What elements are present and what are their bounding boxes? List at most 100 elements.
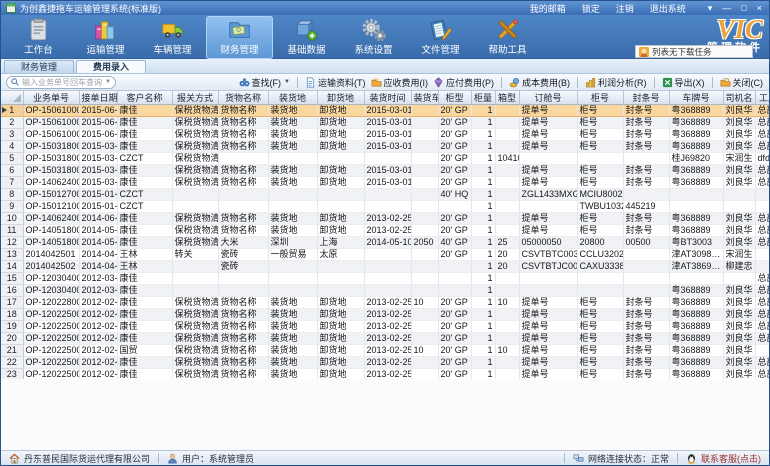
table-cell[interactable]: 2014-04-25 [79,260,118,273]
customize-button[interactable]: ▾ [707,3,713,13]
table-cell[interactable] [438,284,472,297]
table-cell[interactable] [755,344,769,357]
table-cell[interactable]: 康佳 [117,284,173,297]
table-cell[interactable] [755,260,769,273]
table-cell[interactable]: 1 [471,140,496,153]
table-cell[interactable] [268,284,318,297]
table-cell[interactable] [172,284,219,297]
table-cell[interactable]: 20' GP [438,368,472,379]
table-cell[interactable]: 提单号 [519,140,578,153]
table-cell[interactable]: 货物名称 [218,320,269,333]
table-cell[interactable]: 提单号 [519,164,578,177]
table-cell[interactable] [411,320,439,333]
titlebar-menu-4[interactable]: 退出系统 [649,3,686,14]
table-row[interactable]: 22OP-12022500022012-02-25康佳保税货物清关货物名称装货地… [1,356,769,369]
table-cell[interactable]: 卸货地 [317,368,365,379]
table-cell[interactable] [364,200,412,213]
column-header-车牌号[interactable]: 车牌号 [669,91,724,105]
table-cell[interactable]: 刘良华 [723,212,756,225]
table-cell[interactable] [411,260,439,273]
table-cell[interactable]: 大米 [218,236,269,249]
tab-费用录入[interactable]: 费用录入 [76,60,147,73]
column-header-装货车次[interactable]: 装货车次 [411,91,439,105]
table-cell[interactable] [218,152,269,165]
payable-fee-button[interactable]: 应付费用(P) [432,76,495,89]
table-cell[interactable]: 康佳 [117,140,173,153]
table-cell[interactable]: 柜号 [577,164,624,177]
table-cell[interactable]: 20' GP [438,164,472,177]
table-cell[interactable]: 20' GP [438,152,472,165]
table-cell[interactable]: 2012-02-28 [79,296,118,309]
table-cell[interactable]: 康佳 [117,320,173,333]
table-cell[interactable]: 1 [471,236,496,249]
table-cell[interactable]: 上海 [317,236,365,249]
row-number[interactable]: 18 [1,308,24,321]
table-cell[interactable]: 粤368889 [669,296,724,309]
table-cell[interactable] [317,272,365,285]
table-cell[interactable]: 总部 [755,104,769,117]
table-cell[interactable]: 2015-06-10 [79,104,118,117]
table-cell[interactable] [577,272,624,285]
table-cell[interactable]: 总部 [755,212,769,225]
table-cell[interactable]: 卸货地 [317,332,365,345]
table-cell[interactable]: 20' GP [438,128,472,141]
table-cell[interactable] [411,224,439,237]
table-row[interactable]: 17OP-12022800012012-02-28康佳保税货物清关货物名称装货地… [1,296,769,309]
table-cell[interactable] [411,116,439,129]
table-cell[interactable]: CSVTBTC003 [519,248,578,261]
table-cell[interactable] [411,248,439,261]
table-row[interactable]: 8OP-15012700012015-01-27CZCT 40' HQ1 ZGL14… [1,188,769,201]
table-cell[interactable]: 货物名称 [218,368,269,379]
table-cell[interactable] [495,308,520,321]
table-cell[interactable]: 柜号 [577,176,624,189]
table-cell[interactable]: 提单号 [519,176,578,189]
table-cell[interactable]: 封条号 [623,140,670,153]
titlebar-menu-2[interactable]: 锁定 [581,3,600,14]
table-cell[interactable] [364,248,412,261]
table-cell[interactable] [172,188,219,201]
table-cell[interactable]: ZGL1433MXGHZ048 [519,188,578,201]
table-cell[interactable]: OP-1202250006 [23,308,80,321]
table-cell[interactable]: OP-1501210001 [23,200,80,213]
table-cell[interactable]: 刘良华 [723,344,756,357]
table-cell[interactable]: 2015-03-01 [364,116,412,129]
table-cell[interactable] [623,248,670,261]
table-cell[interactable]: 粤368889 [669,356,724,369]
table-cell[interactable] [495,332,520,345]
table-cell[interactable] [411,332,439,345]
table-cell[interactable] [495,188,520,201]
table-cell[interactable]: 粤368889 [669,320,724,333]
row-number[interactable]: 13 [1,248,24,261]
table-cell[interactable]: OP-1202250002 [23,356,80,369]
row-number[interactable]: 12 [1,236,24,249]
table-cell[interactable]: 刘良华 [723,356,756,369]
table-cell[interactable]: CAXU3338799 [577,260,624,273]
table-row[interactable]: 4OP-15031800042015-03-27康佳保税货物清关货物名称装货地卸… [1,140,769,153]
table-cell[interactable]: OP-1202250004 [23,320,80,333]
table-cell[interactable] [495,212,520,225]
row-number[interactable]: 8 [1,188,24,201]
table-cell[interactable]: 总部 [755,296,769,309]
table-cell[interactable]: 深圳 [268,236,318,249]
table-cell[interactable]: 保税货物清关 [172,236,219,249]
column-header-装货时间[interactable]: 装货时间 [364,91,412,105]
ribbon-item-系统设置[interactable]: 系统设置 [340,16,407,59]
table-cell[interactable]: 1 [471,284,496,297]
table-cell[interactable]: 康佳 [117,308,173,321]
table-cell[interactable]: 刘良华 [723,224,756,237]
table-cell[interactable]: 宋润生 [723,152,756,165]
table-cell[interactable]: 康佳 [117,356,173,369]
table-cell[interactable]: 瓷砖 [218,260,269,273]
table-cell[interactable]: 粤368889 [669,104,724,117]
column-header-装货地[interactable]: 装货地 [268,91,318,105]
table-cell[interactable]: 卸货地 [317,164,365,177]
table-cell[interactable]: 刘良华 [723,332,756,345]
table-cell[interactable]: 津AT3869… [669,260,724,273]
table-cell[interactable]: 00500 [623,236,670,249]
table-cell[interactable] [411,284,439,297]
row-number[interactable]: 1 [1,104,24,117]
table-cell[interactable]: 粤368889 [669,164,724,177]
table-cell[interactable] [268,152,318,165]
